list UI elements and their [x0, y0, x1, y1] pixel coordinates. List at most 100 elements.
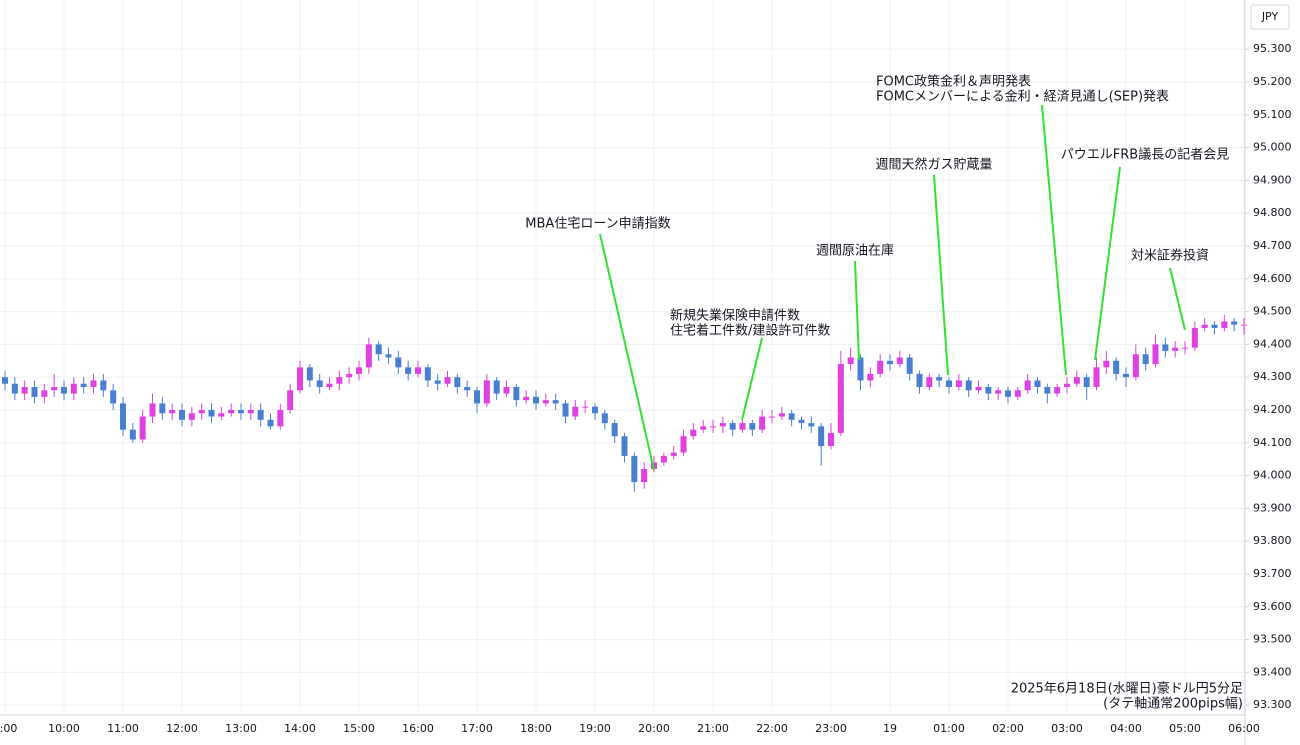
- candle-body: [11, 383, 18, 394]
- candle-body: [562, 403, 569, 417]
- annotation-text: 週間天然ガス貯蔵量: [875, 157, 992, 173]
- footnote: 2025年6月18日(水曜日)豪ドル円5分足: [1011, 681, 1243, 697]
- candle-body: [936, 377, 943, 381]
- candle-body: [356, 367, 362, 374]
- candle-body: [926, 377, 933, 388]
- candle-body: [857, 357, 864, 381]
- y-tick-label: 95.200: [1253, 75, 1292, 88]
- candle-body: [503, 387, 510, 394]
- candle-body: [1172, 347, 1179, 351]
- candle-body: [946, 380, 952, 388]
- candle-body: [887, 360, 893, 365]
- y-tick-label: 93.700: [1253, 567, 1292, 580]
- grid: [0, 0, 1245, 715]
- candle-body: [90, 380, 97, 388]
- x-tick-label: 23:00: [815, 722, 847, 735]
- candle-body: [228, 409, 235, 414]
- x-tick-label: 14:00: [284, 722, 316, 735]
- x-tick-label: 21:00: [697, 722, 729, 735]
- x-tick-label: 01:00: [933, 722, 965, 735]
- candle-body: [21, 387, 28, 394]
- y-tick-label: 94.300: [1253, 370, 1292, 383]
- candle-body: [110, 390, 117, 404]
- candle-body: [326, 383, 333, 388]
- candle-body: [1054, 387, 1061, 394]
- candle-body: [1132, 354, 1139, 378]
- candle-body: [257, 409, 264, 420]
- candle-body: [179, 409, 185, 420]
- annotation-text: 対米証券投資: [1131, 248, 1209, 264]
- candle-body: [120, 403, 126, 430]
- candle-body: [631, 455, 638, 483]
- candle-body: [975, 387, 982, 391]
- y-tick-label: 93.900: [1253, 501, 1292, 514]
- candle-body: [828, 432, 834, 447]
- candle-body: [690, 429, 697, 437]
- candle-body: [916, 373, 923, 388]
- candle-body: [1093, 367, 1100, 388]
- candle-body: [670, 452, 677, 456]
- candle-body: [1182, 347, 1188, 349]
- candle-body: [759, 416, 766, 430]
- x-tick-label: 11:00: [107, 722, 139, 735]
- annotation-pointer: [1094, 166, 1121, 361]
- y-tick-label: 95.000: [1253, 141, 1292, 154]
- candle-body: [1241, 324, 1247, 326]
- candle-body: [100, 380, 107, 391]
- candle-body: [385, 354, 392, 358]
- candle-body: [474, 390, 480, 404]
- candle-body: [365, 344, 372, 368]
- candle-body: [139, 416, 146, 440]
- x-tick-label: 20:00: [638, 722, 670, 735]
- candle-body: [1103, 360, 1110, 368]
- footnote: (タテ軸通常200pips幅): [1103, 697, 1243, 712]
- y-tick-label: 94.000: [1253, 469, 1292, 482]
- x-tick-label: 15:00: [343, 722, 375, 735]
- candle-body: [877, 360, 884, 374]
- candle-body: [808, 423, 815, 427]
- candle-body: [995, 390, 1002, 394]
- candle-body: [985, 387, 992, 394]
- candle-body: [847, 357, 854, 365]
- annotation-text: FOMCメンバーによる金利・経済見通し(SEP)発表: [876, 89, 1169, 105]
- candle-body: [2, 377, 8, 384]
- candle-body: [247, 409, 254, 414]
- candle-body: [208, 409, 215, 417]
- candle-body: [788, 413, 795, 420]
- annotation-text: 新規失業保険申請件数: [670, 308, 800, 324]
- x-tick-label: 18:00: [520, 722, 552, 735]
- candle-body: [1221, 321, 1228, 328]
- candle-body: [513, 387, 520, 401]
- candle-body: [41, 390, 48, 397]
- candle-body: [552, 400, 559, 404]
- x-tick-label: 02:00: [992, 722, 1024, 735]
- candle-body: [434, 380, 441, 384]
- candle-body: [533, 396, 539, 404]
- candle-body: [316, 380, 323, 388]
- x-tick-label: 9:00: [0, 722, 17, 735]
- candle-body: [454, 377, 461, 388]
- candle-body: [80, 383, 87, 388]
- candle-body: [415, 367, 421, 374]
- candle-body: [267, 419, 274, 427]
- candle-body: [1113, 360, 1120, 374]
- candle-body: [1064, 383, 1070, 388]
- y-tick-label: 93.500: [1253, 633, 1292, 646]
- candle-body: [1211, 324, 1218, 328]
- candle-body: [818, 426, 825, 447]
- candle-body: [1142, 354, 1149, 365]
- y-tick-label: 95.100: [1253, 108, 1292, 121]
- y-tick-label: 94.200: [1253, 403, 1292, 416]
- candle-body: [297, 367, 303, 391]
- candle-body: [159, 403, 166, 414]
- currency-label: JPY: [1261, 10, 1279, 23]
- annotation-text: パウエルFRB議長の記者会見: [1061, 147, 1229, 163]
- y-tick-label: 94.900: [1253, 173, 1292, 186]
- candle-body: [572, 406, 579, 417]
- x-tick-label: 10:00: [48, 722, 80, 735]
- candle-body: [493, 380, 500, 394]
- candle-body: [542, 400, 549, 404]
- candle-body: [375, 344, 382, 355]
